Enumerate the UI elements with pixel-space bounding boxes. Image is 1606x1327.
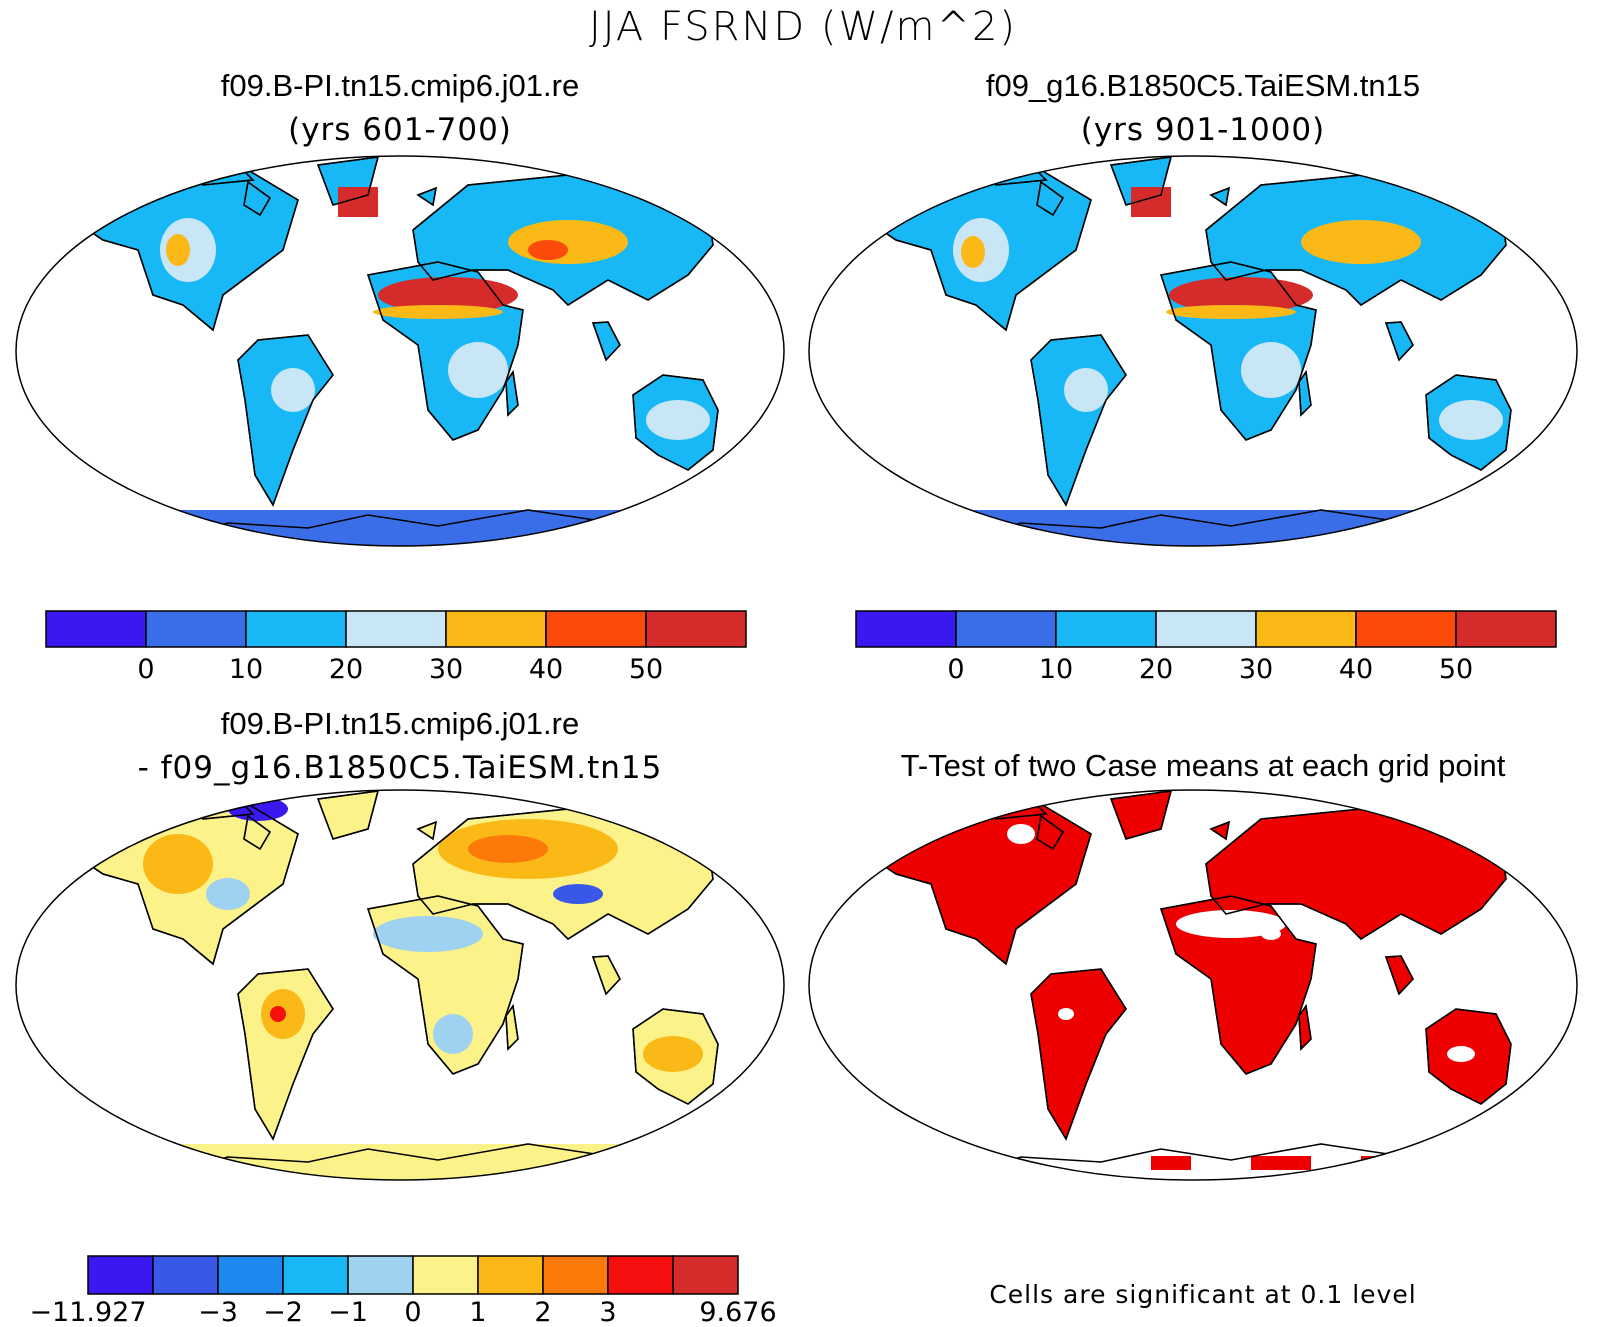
colorbar-swatch (282, 1255, 349, 1295)
case1-map (15, 155, 785, 547)
colorbar-swatch (87, 1255, 154, 1295)
colorbar-tick-label: 10 (1039, 654, 1073, 685)
case1-title: f09.B-PI.tn15.cmip6.j01.re (220, 68, 580, 103)
colorbar-tick-label: −11.927 (29, 1297, 146, 1327)
colorbar-swatch (1355, 610, 1457, 648)
ttest-title: T-Test of two Case means at each grid po… (900, 748, 1506, 783)
diff-title: f09.B-PI.tn15.cmip6.j01.re (220, 706, 580, 741)
colorbar-tick-label: 40 (529, 654, 563, 685)
colorbar-tick-label: 0 (404, 1297, 421, 1327)
colorbar-tick-label: 20 (1139, 654, 1173, 685)
case2-title: f09_g16.B1850C5.TaiESM.tn15 (985, 68, 1421, 103)
colorbar-tick-label: 3 (599, 1297, 616, 1327)
colorbar-swatch (347, 1255, 414, 1295)
colorbar-swatch (1255, 610, 1357, 648)
colorbar-tick-label: −3 (198, 1297, 238, 1327)
figure-title: JJA FSRND (W/m^2) (588, 4, 1018, 50)
case2-map (808, 155, 1578, 547)
colorbar-tick-label: 50 (1439, 654, 1473, 685)
colorbar-tick-label: 0 (137, 654, 154, 685)
colorbar-swatch (1055, 610, 1157, 648)
colorbar-swatch (217, 1255, 284, 1295)
colorbar-swatch (345, 610, 447, 648)
colorbar-tick-label: 2 (534, 1297, 551, 1327)
colorbar-tick-label: −2 (263, 1297, 303, 1327)
colorbar-tick-label: 1 (469, 1297, 486, 1327)
colorbar-tick-label: 30 (429, 654, 463, 685)
case1-subtitle: (yrs 601-700) (288, 112, 512, 148)
case2-subtitle: (yrs 901-1000) (1080, 112, 1326, 148)
case2-colorbar: 0 10 20 30 40 50 (855, 610, 1557, 685)
colorbar-swatch (672, 1255, 739, 1295)
colorbar-swatch (1155, 610, 1257, 648)
colorbar-swatch (607, 1255, 674, 1295)
case1-colorbar: 0 10 20 30 40 50 (45, 610, 747, 685)
colorbar-swatch (955, 610, 1057, 648)
colorbar-swatch (145, 610, 247, 648)
colorbar-swatch (645, 610, 747, 648)
colorbar-tick-label: 20 (329, 654, 363, 685)
diff-colorbar: −11.927 −3 −2 −1 0 1 2 3 9.676 (29, 1255, 777, 1327)
colorbar-swatch (477, 1255, 544, 1295)
colorbar-tick-label: 10 (229, 654, 263, 685)
colorbar-tick-label: 30 (1239, 654, 1273, 685)
colorbar-swatch (445, 610, 547, 648)
colorbar-swatch (545, 610, 647, 648)
colorbar-swatch (542, 1255, 609, 1295)
colorbar-tick-label: 9.676 (699, 1297, 776, 1327)
diff-map (15, 789, 785, 1181)
colorbar-swatch (152, 1255, 219, 1295)
colorbar-swatch (45, 610, 147, 648)
diff-subtitle: - f09_g16.B1850C5.TaiESM.tn15 (137, 750, 663, 786)
colorbar-tick-label: 50 (629, 654, 663, 685)
colorbar-swatch (855, 610, 957, 648)
ttest-map (808, 789, 1578, 1181)
colorbar-tick-label: 40 (1339, 654, 1373, 685)
colorbar-tick-label: 0 (947, 654, 964, 685)
significance-note: Cells are significant at 0.1 level (989, 1280, 1417, 1309)
colorbar-swatch (412, 1255, 479, 1295)
colorbar-tick-label: −1 (328, 1297, 368, 1327)
colorbar-swatch (245, 610, 347, 648)
colorbar-swatch (1455, 610, 1557, 648)
